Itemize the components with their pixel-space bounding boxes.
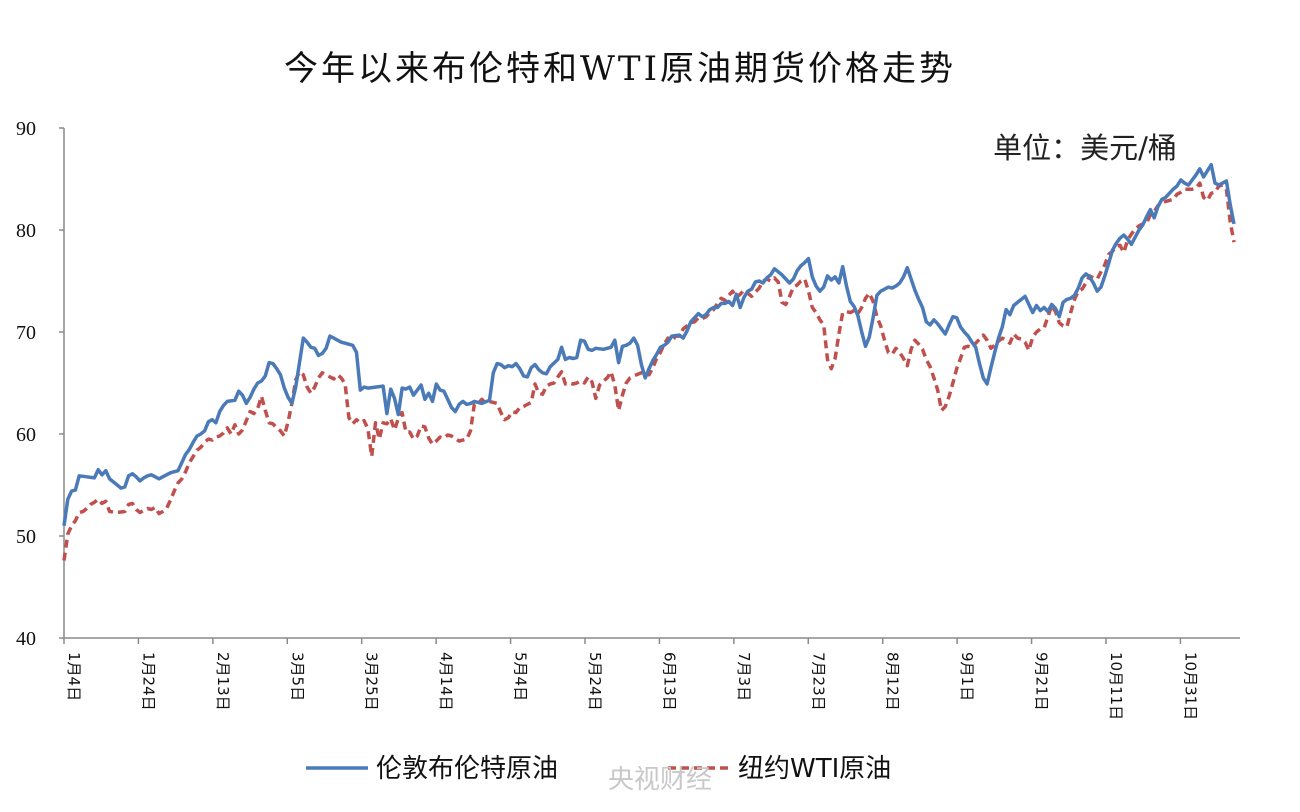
y-tick-label: 90 (16, 118, 36, 140)
y-tick-label: 80 (16, 220, 36, 242)
y-tick-label: 60 (16, 424, 36, 446)
x-tick-label: 10月11日 (1107, 652, 1125, 720)
unit-label: 单位：美元/桶 (993, 131, 1177, 165)
x-tick-label: 3月5日 (288, 652, 306, 701)
x-tick-label: 6月13日 (660, 652, 678, 711)
x-tick-label: 1月24日 (139, 652, 157, 711)
x-tick-label: 5月24日 (586, 652, 604, 711)
x-tick-label: 10月31日 (1181, 652, 1199, 720)
legend-label-wti: 纽约WTI原油 (738, 754, 891, 784)
x-tick-label: 7月23日 (809, 652, 827, 711)
series-line-wti (62, 181, 1236, 561)
legend: 伦敦布伦特原油 纽约WTI原油 (306, 754, 891, 784)
watermark-text: 央视财经 (608, 765, 712, 795)
x-tick-label: 9月21日 (1033, 652, 1051, 711)
x-tick-label: 2月13日 (214, 652, 232, 711)
y-tick-label: 70 (16, 322, 36, 344)
x-tick-label: 7月3日 (735, 652, 753, 701)
x-axis-ticks: 1月4日 1月24日 2月13日 3月5日 3月25日 4月14日 5月4日 5月24日 6月1… (63, 638, 1199, 720)
y-axis-ticks: 40 50 60 70 80 90 (16, 118, 64, 650)
y-tick-label: 50 (16, 526, 36, 548)
x-tick-label: 9月1日 (958, 652, 976, 701)
series-line-brent (62, 162, 1236, 527)
x-tick-label: 5月4日 (512, 652, 530, 701)
y-tick-label: 40 (16, 628, 36, 650)
x-tick-label: 1月4日 (65, 652, 83, 701)
x-tick-label: 3月25日 (363, 652, 381, 711)
x-tick-label: 8月12日 (884, 652, 902, 711)
chart-title: 今年以来布伦特和WTI原油期货价格走势 (284, 49, 956, 89)
series-layer (62, 162, 1236, 561)
legend-label-brent: 伦敦布伦特原油 (376, 754, 558, 784)
x-tick-label: 4月14日 (437, 652, 455, 711)
